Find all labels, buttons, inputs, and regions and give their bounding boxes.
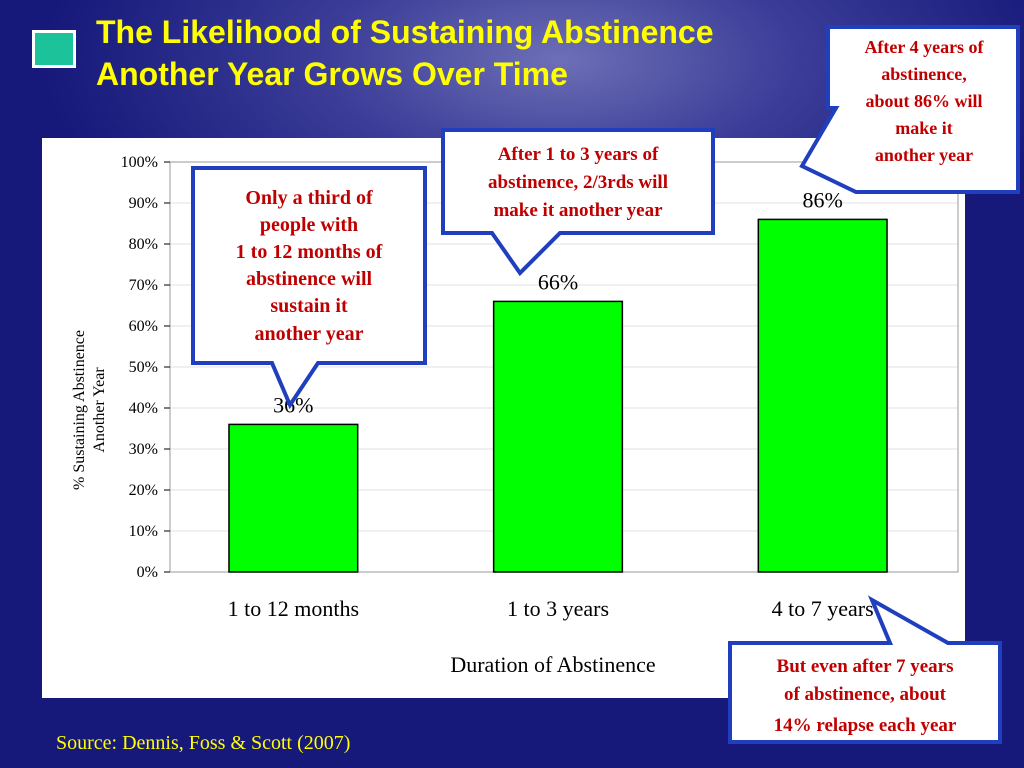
callout-one-to-three-years [441,128,715,277]
callout-first-year-line: people with [260,214,358,236]
bar [228,423,359,573]
bar [492,300,624,573]
y-tick-label: 80% [129,236,158,253]
y-tick-label: 90% [129,195,158,212]
y-tick-label: 30% [129,441,158,458]
bar-chart: 0%10%20%30%40%50%60%70%80%90%100% 36%66%… [71,154,959,677]
x-axis-categories: 1 to 12 months 1 to 3 years 4 to 7 years [228,596,874,621]
callout-first-year-line: another year [254,323,363,345]
callout-four-years [799,25,1020,194]
slide-title-line-2: Another Year Grows Over Time [96,56,568,92]
callout-first-year-line: abstinence will [246,268,373,290]
callout-four-years-line: After 4 years of [864,37,984,57]
callout-four-years-line: another year [875,145,973,165]
x-category-label: 1 to 12 months [228,596,359,621]
y-axis-title-line-2: Another Year [91,367,108,453]
callout-one-to-three-line: After 1 to 3 years of [498,144,659,165]
y-tick-label: 0% [137,564,158,581]
x-category-label: 4 to 7 years [772,596,874,621]
bar [757,218,888,573]
callout-four-years-line: make it [895,118,953,138]
callout-first-year-text: Only a third of people with 1 to 12 mont… [236,187,383,345]
x-axis-title: Duration of Abstinence [450,652,655,677]
y-tick-label: 10% [129,523,158,540]
callout-one-to-three-line: abstinence, 2/3rds will [488,172,668,193]
callout-four-years-text: After 4 years of abstinence, about 86% w… [864,37,984,165]
y-tick-label: 20% [129,482,158,499]
square-bullet-icon [32,30,76,68]
callout-relapse [728,595,1002,744]
bar-data-label: 86% [803,187,843,212]
source-citation: Source: Dennis, Foss & Scott (2007) [56,732,351,754]
bar-data-label: 66% [538,269,578,294]
x-category-label: 1 to 3 years [507,596,609,621]
y-axis-ticks: 0% 10% 20% 30% 40% 50% 60% 70% 80% 90% 100% [121,154,170,581]
callout-relapse-line: of abstinence, about [784,684,947,705]
y-tick-label: 60% [129,318,158,335]
y-tick-label: 40% [129,400,158,417]
slide-title-line-1: The Likelihood of Sustaining Abstinence [96,14,714,50]
y-tick-label: 50% [129,359,158,376]
y-tick-label: 100% [121,154,158,171]
bars: 36%66%86% [228,187,888,573]
callout-four-years-line: abstinence, [881,64,967,84]
y-axis-title-line-1: % Sustaining Abstinence [71,330,88,490]
callout-relapse-line: 14% relapse each year [774,715,957,736]
callout-relapse-text: But even after 7 years of abstinence, ab… [774,656,957,736]
callout-relapse-line: But even after 7 years [777,656,954,677]
y-axis-title: % Sustaining Abstinence Another Year [71,330,108,490]
callout-first-year [191,166,427,410]
callout-one-to-three-line: make it another year [493,200,663,221]
callout-first-year-line: 1 to 12 months of [236,241,383,263]
callout-one-to-three-years-text: After 1 to 3 years of abstinence, 2/3rds… [488,144,668,221]
callout-first-year-line: sustain it [270,295,348,317]
callout-four-years-line: about 86% will [865,91,982,111]
callout-first-year-line: Only a third of [245,187,373,209]
y-tick-label: 70% [129,277,158,294]
